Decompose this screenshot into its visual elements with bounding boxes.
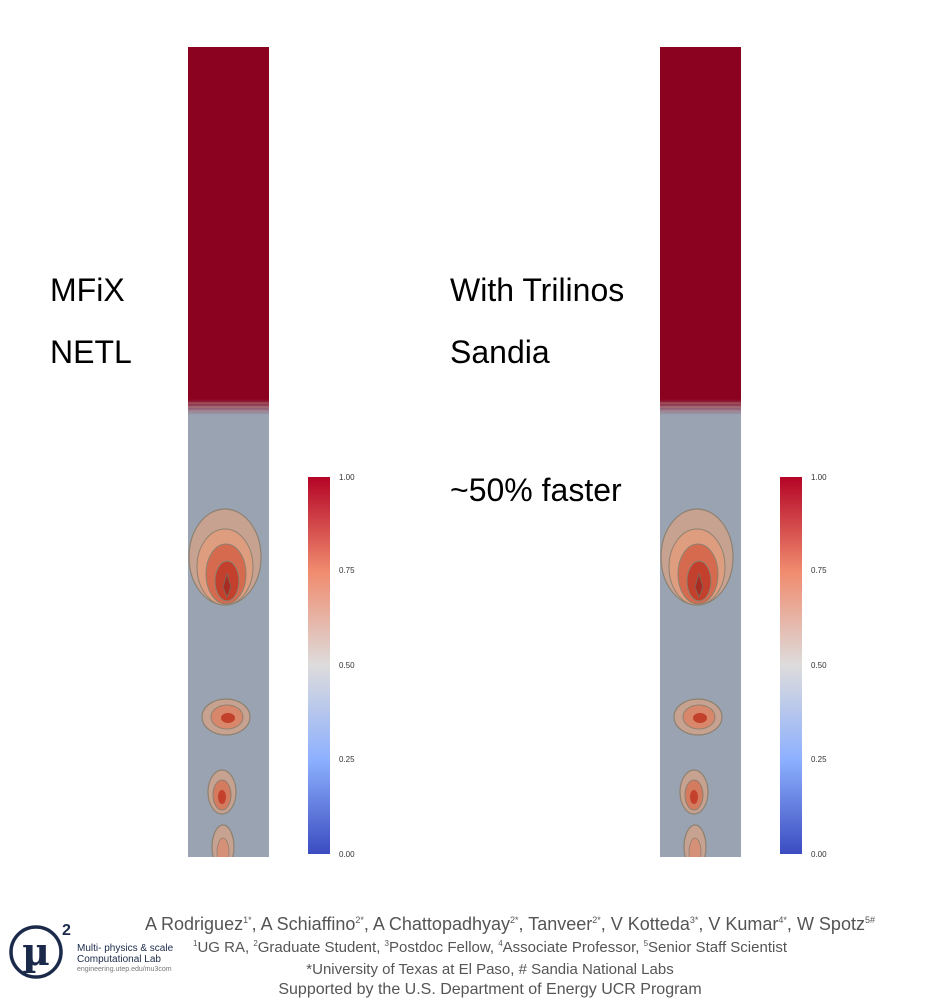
author-name: Tanveer [528,914,593,934]
role-mark: 3 [384,939,389,948]
logo-line1: Multi- physics & scale [77,943,174,954]
role-mark: 5 [643,939,649,948]
author-affil-mark: 5# [864,915,875,925]
fluid-region [188,47,269,402]
colorbar-tick-label: 1.00 [811,473,827,482]
role-text: Postdoc Fellow [388,939,490,956]
author-affil-mark: 3* [689,915,699,925]
mu-squared-logo-icon: µ 2 [9,922,71,979]
author-affil-mark: 4* [778,915,787,925]
bubble-large [188,508,262,606]
colorbar-tick-label: 0.25 [811,755,827,764]
logo-symbol: µ [22,929,50,974]
right-colorbar: 1.00 0.75 0.50 0.25 0.00 [780,473,827,859]
colorbar-tick-label: 0.25 [339,755,355,764]
author-affil-mark: 2* [510,915,519,925]
bubble-bottom [683,824,707,857]
author-name: A Schiaffino [260,914,356,934]
author-name: W Spotz [796,914,865,934]
author-affil-mark: 2* [355,915,364,925]
author-list: A Rodriguez1*, A Schiaffino2*, A Chattop… [145,914,875,934]
colorbar-tick-label: 1.00 [339,473,355,482]
colorbar-tick-label: 0.50 [339,661,355,670]
bubble-medium [673,698,723,736]
author-name: A Rodriguez [145,914,244,934]
role-text: Senior Staff Scientist [648,939,787,956]
logo-line2: Computational Lab [77,954,161,965]
lab-logo: µ 2 Multi- physics & scale Computational… [6,920,186,980]
author-name: V Kumar [708,914,779,934]
role-mark: 1 [193,939,198,948]
speedup-note: ~50% faster [450,472,622,508]
left-title-mfix: MFiX [50,272,125,308]
colorbar-gradient [308,477,330,854]
colorbar-tick-label: 0.75 [339,566,355,575]
left-simulation-column [188,47,269,857]
colorbar-tick-label: 0.00 [339,850,355,859]
bubble-medium [201,698,251,736]
colorbar-gradient [780,477,802,854]
role-mark: 2 [253,939,258,948]
role-mark: 4 [498,939,503,948]
funding-statement: Supported by the U.S. Department of Ener… [278,981,702,998]
logo-url: engineering.utep.edu/mu3com [77,966,172,973]
bubble-bottom [211,824,235,857]
role-legend: 1UG RA, 2Graduate Student, 3Postdoc Fell… [193,939,787,956]
affiliations: *University of Texas at El Paso, # Sandi… [306,961,674,978]
author-affil-mark: 1* [243,915,252,925]
author-name: A Chattopadhyay [372,914,510,934]
author-name: V Kotteda [610,914,690,934]
colorbar-tick-label: 0.00 [811,850,827,859]
left-colorbar: 1.00 0.75 0.50 0.25 0.00 [308,473,355,859]
bubble-small [679,769,709,815]
right-simulation-column [660,47,741,857]
colorbar-tick-label: 0.75 [811,566,827,575]
colorbar-tick-label: 0.50 [811,661,827,670]
right-title-trilinos: With Trilinos [450,272,625,308]
bubble-large [660,508,734,606]
role-text: Graduate Student [257,939,377,956]
fluid-region [660,47,741,402]
logo-exponent: 2 [62,922,71,939]
left-title-netl: NETL [50,334,132,370]
role-text: Associate Professor [502,939,636,956]
right-title-sandia: Sandia [450,334,550,370]
role-text: UG RA [197,939,245,956]
author-affil-mark: 2* [592,915,601,925]
bubble-small [207,769,237,815]
